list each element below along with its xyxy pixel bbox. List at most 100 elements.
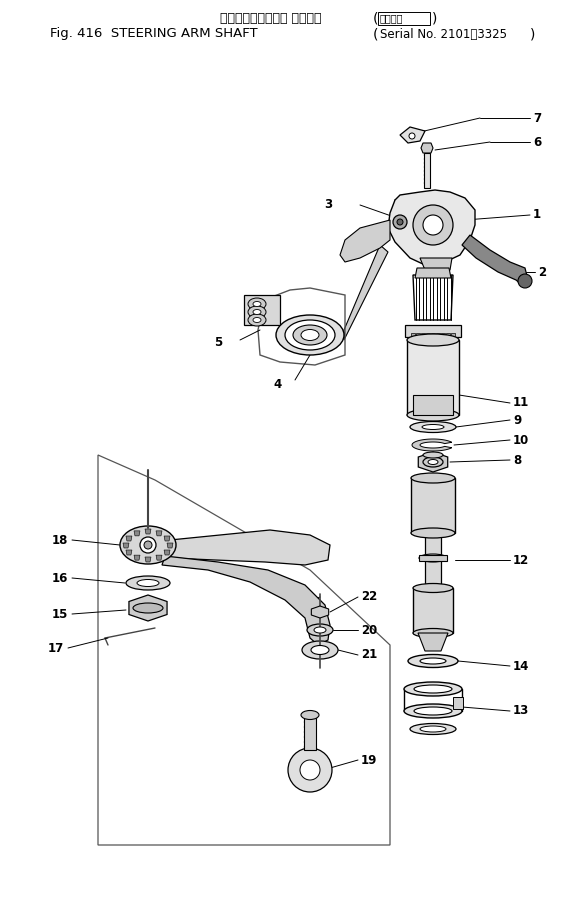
Text: 15: 15 xyxy=(52,608,68,621)
Polygon shape xyxy=(156,555,162,560)
Polygon shape xyxy=(156,531,162,536)
Polygon shape xyxy=(420,258,452,275)
Polygon shape xyxy=(311,606,329,618)
Text: 19: 19 xyxy=(361,753,377,767)
Polygon shape xyxy=(451,333,455,340)
Ellipse shape xyxy=(420,726,446,732)
Polygon shape xyxy=(400,127,425,143)
Ellipse shape xyxy=(311,646,329,655)
Polygon shape xyxy=(462,235,528,285)
Ellipse shape xyxy=(120,526,176,564)
Text: (: ( xyxy=(373,27,379,41)
Bar xyxy=(244,295,280,325)
Text: 5: 5 xyxy=(214,336,222,348)
Ellipse shape xyxy=(301,710,319,719)
Polygon shape xyxy=(340,220,390,262)
Ellipse shape xyxy=(293,325,327,345)
Polygon shape xyxy=(134,555,140,560)
Polygon shape xyxy=(421,333,425,340)
Text: ): ) xyxy=(432,11,437,25)
Bar xyxy=(419,555,447,561)
Text: Serial No. 2101～3325: Serial No. 2101～3325 xyxy=(380,28,507,40)
Ellipse shape xyxy=(253,318,261,322)
Ellipse shape xyxy=(276,315,344,355)
Ellipse shape xyxy=(408,655,458,667)
Text: 9: 9 xyxy=(513,413,522,427)
Circle shape xyxy=(393,215,407,229)
Circle shape xyxy=(144,541,152,549)
Bar xyxy=(413,395,453,415)
Ellipse shape xyxy=(419,554,447,562)
Ellipse shape xyxy=(407,334,459,346)
Ellipse shape xyxy=(133,603,163,613)
Bar xyxy=(425,533,441,588)
Bar xyxy=(304,715,316,750)
Ellipse shape xyxy=(423,457,443,467)
Text: 適用号機: 適用号機 xyxy=(380,13,404,23)
Circle shape xyxy=(518,274,532,288)
Text: 12: 12 xyxy=(513,553,529,567)
Text: 11: 11 xyxy=(513,397,529,409)
Circle shape xyxy=(409,133,415,139)
Text: 21: 21 xyxy=(361,648,377,662)
Ellipse shape xyxy=(407,409,459,421)
Polygon shape xyxy=(170,530,330,565)
Polygon shape xyxy=(418,633,448,651)
Polygon shape xyxy=(145,557,151,562)
Text: ): ) xyxy=(530,27,536,41)
Polygon shape xyxy=(134,531,140,536)
Ellipse shape xyxy=(248,306,266,318)
Text: 2: 2 xyxy=(538,266,546,278)
Polygon shape xyxy=(416,333,420,340)
Text: 1: 1 xyxy=(533,208,541,222)
Polygon shape xyxy=(415,268,451,278)
Circle shape xyxy=(423,215,443,235)
Ellipse shape xyxy=(411,473,455,483)
Text: 20: 20 xyxy=(361,623,377,637)
Text: (: ( xyxy=(373,11,379,25)
Text: Fig. 416  STEERING ARM SHAFT: Fig. 416 STEERING ARM SHAFT xyxy=(50,28,258,40)
Bar xyxy=(378,12,430,25)
Bar xyxy=(424,153,430,188)
Polygon shape xyxy=(405,325,461,337)
Polygon shape xyxy=(421,143,433,153)
Ellipse shape xyxy=(314,627,326,633)
Ellipse shape xyxy=(302,641,338,659)
Ellipse shape xyxy=(414,685,452,693)
Text: 6: 6 xyxy=(533,136,541,148)
Text: 16: 16 xyxy=(52,571,68,585)
Bar xyxy=(453,697,463,709)
Text: 10: 10 xyxy=(513,434,529,446)
Polygon shape xyxy=(388,190,475,268)
Polygon shape xyxy=(129,595,167,621)
Ellipse shape xyxy=(248,298,266,310)
Polygon shape xyxy=(164,536,170,541)
Polygon shape xyxy=(344,245,388,340)
Polygon shape xyxy=(411,333,415,340)
Ellipse shape xyxy=(413,584,453,593)
Polygon shape xyxy=(426,333,430,340)
Text: ステアリングアーム シャフト: ステアリングアーム シャフト xyxy=(220,12,322,24)
Ellipse shape xyxy=(420,658,446,664)
Ellipse shape xyxy=(423,452,443,458)
Text: 14: 14 xyxy=(513,659,529,673)
Text: 22: 22 xyxy=(361,591,377,603)
Circle shape xyxy=(413,205,453,245)
Ellipse shape xyxy=(414,707,452,715)
Ellipse shape xyxy=(137,579,159,586)
Polygon shape xyxy=(167,543,173,548)
Ellipse shape xyxy=(428,460,438,464)
Text: 18: 18 xyxy=(52,533,68,547)
Circle shape xyxy=(300,760,320,780)
Text: 3: 3 xyxy=(324,198,332,212)
Ellipse shape xyxy=(413,629,453,638)
Ellipse shape xyxy=(404,704,462,718)
Ellipse shape xyxy=(253,302,261,306)
Text: 4: 4 xyxy=(274,377,282,391)
Ellipse shape xyxy=(285,320,335,350)
Polygon shape xyxy=(431,333,435,340)
Polygon shape xyxy=(162,556,330,645)
Polygon shape xyxy=(164,550,170,555)
Ellipse shape xyxy=(248,314,266,326)
Polygon shape xyxy=(446,333,450,340)
